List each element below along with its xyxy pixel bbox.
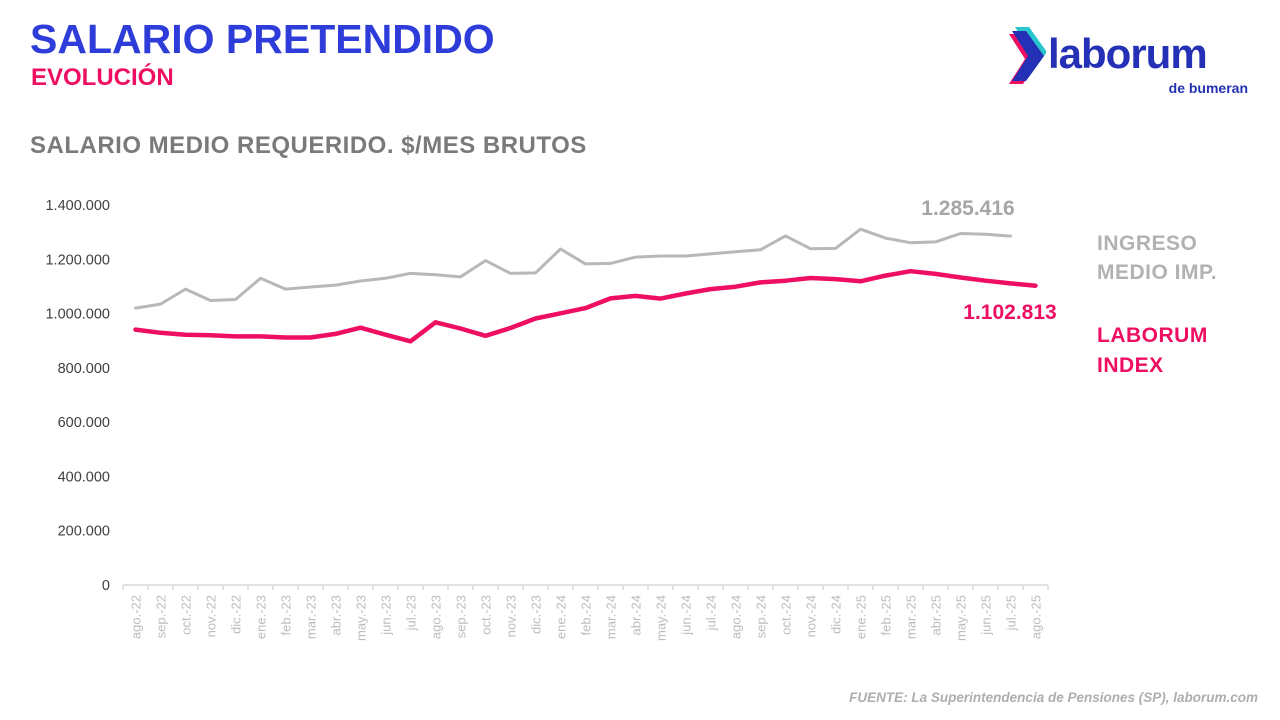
x-tick-label: ago.-25 [1029, 595, 1044, 639]
x-tick-label: dic.-24 [829, 595, 844, 634]
page-title: SALARIO PRETENDIDO [30, 16, 495, 62]
x-tick-label: ago.-22 [129, 595, 144, 639]
x-tick-label: abr.-24 [629, 595, 644, 635]
x-tick-label: jun.-23 [379, 595, 394, 636]
legend-laborum-index: LABORUM INDEX [1097, 324, 1208, 377]
x-tick-label: ene.-25 [854, 595, 869, 639]
x-tick-label: may.-25 [954, 595, 969, 641]
chevron-blue-layer [1012, 31, 1044, 81]
ingreso-end-value-label: 1.285.416 [921, 197, 1014, 220]
y-tick-label: 600.000 [58, 415, 110, 431]
x-tick-label: nov.-22 [204, 595, 219, 637]
y-tick-label: 800.000 [58, 361, 110, 377]
x-axis-labels: ago.-22 sep.-22 oct.-22 nov.-22 dic.-22 ene.-… [129, 595, 1044, 641]
y-tick-label: 200.000 [58, 524, 110, 540]
salary-line-chart: 0 200.000 400.000 600.000 800.000 1.000.000 1.… [45, 197, 1056, 641]
laborum-chevron-icon [1009, 27, 1046, 84]
x-tick-label: may.-23 [354, 595, 369, 641]
x-tick-label: nov.-24 [804, 595, 819, 637]
y-tick-label: 1.000.000 [45, 307, 110, 323]
x-tick-label: oct.-24 [779, 595, 794, 635]
x-tick-label: nov.-23 [504, 595, 519, 637]
legend-ingreso-medio-imp: INGRESO MEDIO IMP. [1097, 232, 1218, 284]
x-axis-baseline [122, 584, 1049, 590]
series-lines [133, 227, 1038, 344]
x-tick-label: mar.-23 [304, 595, 319, 639]
x-tick-label: oct.-22 [179, 595, 194, 635]
x-tick-label: ago.-24 [729, 595, 744, 639]
logo-wordmark: laborum [1048, 30, 1208, 77]
x-tick-label: dic.-23 [529, 595, 544, 634]
laborum-logo: laborum de bumeran [1004, 22, 1254, 100]
x-tick-label: feb.-25 [879, 595, 894, 635]
x-tick-label: jun.-25 [979, 595, 994, 636]
y-tick-label: 400.000 [58, 469, 110, 485]
x-tick-label: dic.-22 [229, 595, 244, 634]
x-tick-label: jul.-24 [704, 595, 719, 631]
page-subtitle: EVOLUCIÓN [31, 64, 174, 91]
line-laborum-index [133, 268, 1038, 344]
y-tick-label: 0 [102, 578, 110, 594]
chevron-pink-layer [1009, 34, 1041, 84]
logo-tagline: de bumeran [1168, 80, 1248, 96]
x-tick-label: ene.-23 [254, 595, 269, 639]
x-tick-label: abr.-25 [929, 595, 944, 635]
x-tick-label: oct.-23 [479, 595, 494, 635]
y-tick-label: 1.400.000 [45, 198, 110, 214]
x-tick-label: ene.-24 [554, 595, 569, 639]
x-tick-label: may.-24 [654, 595, 669, 641]
x-tick-label: jul.-23 [404, 595, 419, 631]
x-tick-label: jul.-25 [1004, 595, 1019, 631]
line-ingreso-medio-imp [134, 227, 1012, 310]
x-tick-label: ago.-23 [429, 595, 444, 639]
source-note: FUENTE: La Superintendencia de Pensiones… [849, 690, 1258, 705]
x-tick-label: feb.-24 [579, 595, 594, 635]
x-tick-label: jun.-24 [679, 595, 694, 636]
x-tick-label: sep.-24 [754, 595, 769, 638]
x-tick-label: feb.-23 [279, 595, 294, 635]
x-tick-label: sep.-22 [154, 595, 169, 638]
y-tick-label: 1.200.000 [45, 252, 110, 268]
x-tick-label: sep.-23 [454, 595, 469, 638]
chart-title: SALARIO MEDIO REQUERIDO. $/MES BRUTOS [30, 132, 587, 159]
y-axis-labels: 0 200.000 400.000 600.000 800.000 1.000.000 1.… [45, 198, 110, 594]
x-tick-label: mar.-24 [604, 595, 619, 639]
x-tick-label: abr.-23 [329, 595, 344, 635]
x-tick-label: mar.-25 [904, 595, 919, 639]
laborum-end-value-label: 1.102.813 [963, 301, 1056, 324]
